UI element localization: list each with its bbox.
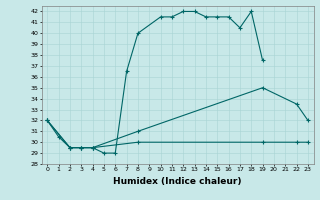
- X-axis label: Humidex (Indice chaleur): Humidex (Indice chaleur): [113, 177, 242, 186]
